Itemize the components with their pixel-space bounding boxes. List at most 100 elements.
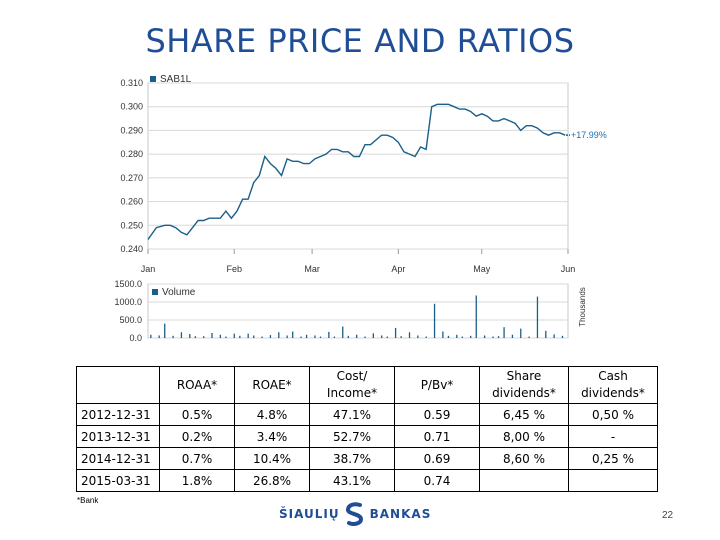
change-label: +17.99%	[571, 130, 607, 140]
price-plot-area	[147, 82, 569, 250]
volume-bar	[553, 334, 555, 338]
header-cell-empty	[76, 366, 160, 404]
volume-bar	[475, 295, 477, 338]
volume-bar	[456, 334, 458, 338]
volume-y-tick-label: 1500.0	[114, 279, 142, 289]
volume-bar	[292, 331, 294, 338]
volume-bar	[319, 336, 322, 338]
volume-y-tick-label: 1000.0	[114, 297, 142, 307]
volume-bar	[180, 332, 183, 338]
x-tick-label: Jan	[141, 264, 156, 274]
volume-bar	[347, 335, 349, 338]
volume-bar	[511, 334, 514, 338]
volume-bar	[305, 334, 308, 338]
volume-bar	[497, 336, 500, 338]
footnote: *Bank	[77, 496, 99, 505]
table-cell: 8,00 %	[479, 425, 569, 448]
volume-bar	[425, 336, 427, 338]
header-cell-pbv: P/Bv*	[394, 366, 480, 404]
table-cell: 0.69	[394, 447, 480, 470]
logo-s-icon	[345, 502, 363, 526]
volume-bar	[447, 335, 450, 338]
logo-right-word: BANKAS	[369, 507, 432, 521]
table-row: 2012-12-31 0.5% 4.8% 47.1% 0.59 6,45 % 0…	[76, 403, 658, 426]
table-cell: 43.1%	[309, 469, 395, 492]
volume-bar	[503, 327, 505, 338]
y-tick-label: 0.260	[120, 197, 143, 207]
table-cell: 0.71	[394, 425, 480, 448]
volume-bar	[278, 332, 280, 338]
page-number: 22	[662, 510, 674, 521]
table-row: 2015-03-31 1.8% 26.8% 43.1% 0.74	[76, 469, 658, 492]
y-tick-label: 0.300	[120, 102, 143, 112]
table-cell: 2015-03-31	[76, 469, 160, 492]
volume-bar	[342, 326, 344, 338]
volume-bar	[150, 334, 152, 338]
table-cell: 26.8%	[234, 469, 310, 492]
volume-bar	[158, 335, 160, 338]
table-cell: 0,25 %	[568, 447, 658, 470]
volume-plot-area	[147, 283, 569, 339]
volume-bar	[203, 336, 205, 338]
share-price-chart: 0.310 0.300 0.290 0.280 0.270 0.260 0.250 0.240…	[114, 74, 607, 343]
volume-bar	[333, 336, 336, 338]
page-title: SHARE PRICE AND RATIOS	[145, 22, 575, 60]
volume-bar	[433, 303, 436, 338]
header-cell-cost-income: Cost/ Income*	[309, 366, 395, 404]
table-cell: 52.7%	[309, 425, 395, 448]
table-cell: 0.2%	[159, 425, 235, 448]
table-cell: 10.4%	[234, 447, 310, 470]
table-cell: 4.8%	[234, 403, 310, 426]
table-cell: 0.5%	[159, 403, 235, 426]
volume-bar	[247, 333, 249, 338]
volume-bar	[211, 332, 213, 338]
volume-bar	[253, 335, 255, 338]
volume-unit-label: Thousands	[578, 287, 587, 327]
volume-bar	[219, 334, 222, 338]
table-cell: 2013-12-31	[76, 425, 160, 448]
legend-label-volume: Volume	[162, 287, 196, 298]
ratios-table: ROAA* ROAE* Cost/ Income* P/Bv* Share di…	[76, 366, 658, 492]
volume-bar	[225, 336, 227, 338]
volume-bar	[528, 336, 530, 338]
x-tick-label: May	[473, 264, 491, 274]
volume-y-tick-label: 0.0	[129, 333, 142, 343]
header-cell-share-dividends: Share dividends*	[479, 366, 569, 404]
volume-bar	[381, 335, 383, 338]
volume-bar	[286, 335, 288, 338]
table-cell: 0,50 %	[568, 403, 658, 426]
table-cell: 8,60 %	[479, 447, 569, 470]
volume-bar	[356, 334, 358, 338]
volume-bar	[536, 296, 539, 338]
volume-bar	[394, 327, 397, 338]
legend-swatch-sab1l	[150, 76, 156, 82]
volume-bar	[194, 336, 196, 338]
volume-bar	[261, 336, 263, 338]
volume-bar	[561, 335, 564, 338]
y-tick-label: 0.280	[120, 149, 143, 159]
volume-bar	[520, 328, 522, 338]
table-cell: 6,45 %	[479, 403, 569, 426]
x-tick-label: Jun	[561, 264, 576, 274]
volume-bar	[172, 335, 174, 338]
volume-bar	[239, 335, 241, 338]
y-tick-label: 0.240	[120, 244, 143, 254]
table-cell	[479, 469, 569, 492]
table-cell: 2012-12-31	[76, 403, 160, 426]
header-cell-roaa: ROAA*	[159, 366, 235, 404]
volume-bar	[300, 336, 302, 338]
volume-bar	[269, 335, 272, 338]
table-cell: 1.8%	[159, 469, 235, 492]
volume-bar	[314, 335, 316, 338]
table-row: 2013-12-31 0.2% 3.4% 52.7% 0.71 8,00 % -	[76, 425, 658, 448]
header-cell-roae: ROAE*	[234, 366, 310, 404]
volume-bar	[400, 336, 402, 338]
table-cell: 0.74	[394, 469, 480, 492]
table-cell: 0.59	[394, 403, 480, 426]
volume-y-tick-label: 500.0	[119, 315, 142, 325]
volume-bar	[364, 336, 366, 338]
y-tick-label: 0.290	[120, 125, 143, 135]
bank-logo: ŠIAULIŲ BANKAS	[279, 502, 431, 526]
volume-bar	[483, 335, 486, 338]
table-row: 2014-12-31 0.7% 10.4% 38.7% 0.69 8,60 % …	[76, 447, 658, 470]
